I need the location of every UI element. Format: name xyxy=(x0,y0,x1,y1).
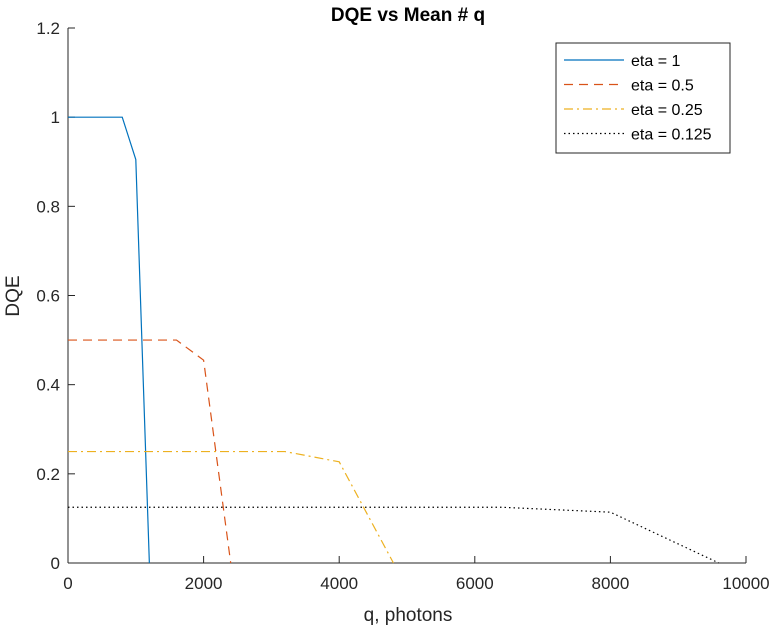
series-line-eta-0-25 xyxy=(68,450,394,564)
plot-area: 0 2000 4000 6000 8000 10000 0 0.2 0.4 0.6 0.8 1 1.2 xyxy=(36,19,769,593)
legend-label: eta = 0.5 xyxy=(631,78,694,95)
y-tick-label: 0.8 xyxy=(36,197,60,216)
x-tick-label: 0 xyxy=(63,574,72,593)
legend-label: eta = 0.125 xyxy=(631,127,712,144)
y-tick-label: 1 xyxy=(51,108,60,127)
legend-label: eta = 0.25 xyxy=(631,102,703,119)
y-tick-label: 0.4 xyxy=(36,376,60,395)
x-tick-label: 6000 xyxy=(456,574,494,593)
y-tick-label: 0 xyxy=(51,554,60,573)
series-line-eta-0-125 xyxy=(68,506,720,564)
x-tick-label: 2000 xyxy=(185,574,223,593)
chart-title: DQE vs Mean # q xyxy=(331,5,485,26)
y-tick-label: 1.2 xyxy=(36,19,60,38)
x-tick-label: 4000 xyxy=(320,574,358,593)
series-line-eta-1 xyxy=(68,116,150,564)
legend: eta = 1 eta = 0.5 eta = 0.25 eta = 0.125 xyxy=(555,42,731,154)
x-tick-label: 10000 xyxy=(722,574,769,593)
x-tick-label: 8000 xyxy=(591,574,629,593)
y-tick-label: 0.2 xyxy=(36,465,60,484)
y-axis-label: DQE xyxy=(3,275,24,316)
legend-label: eta = 1 xyxy=(631,53,680,70)
y-tick-label: 0.6 xyxy=(36,287,60,306)
x-axis-label: q, photons xyxy=(364,605,453,626)
legend-box xyxy=(555,42,731,154)
series-line-eta-0-5 xyxy=(68,339,232,564)
